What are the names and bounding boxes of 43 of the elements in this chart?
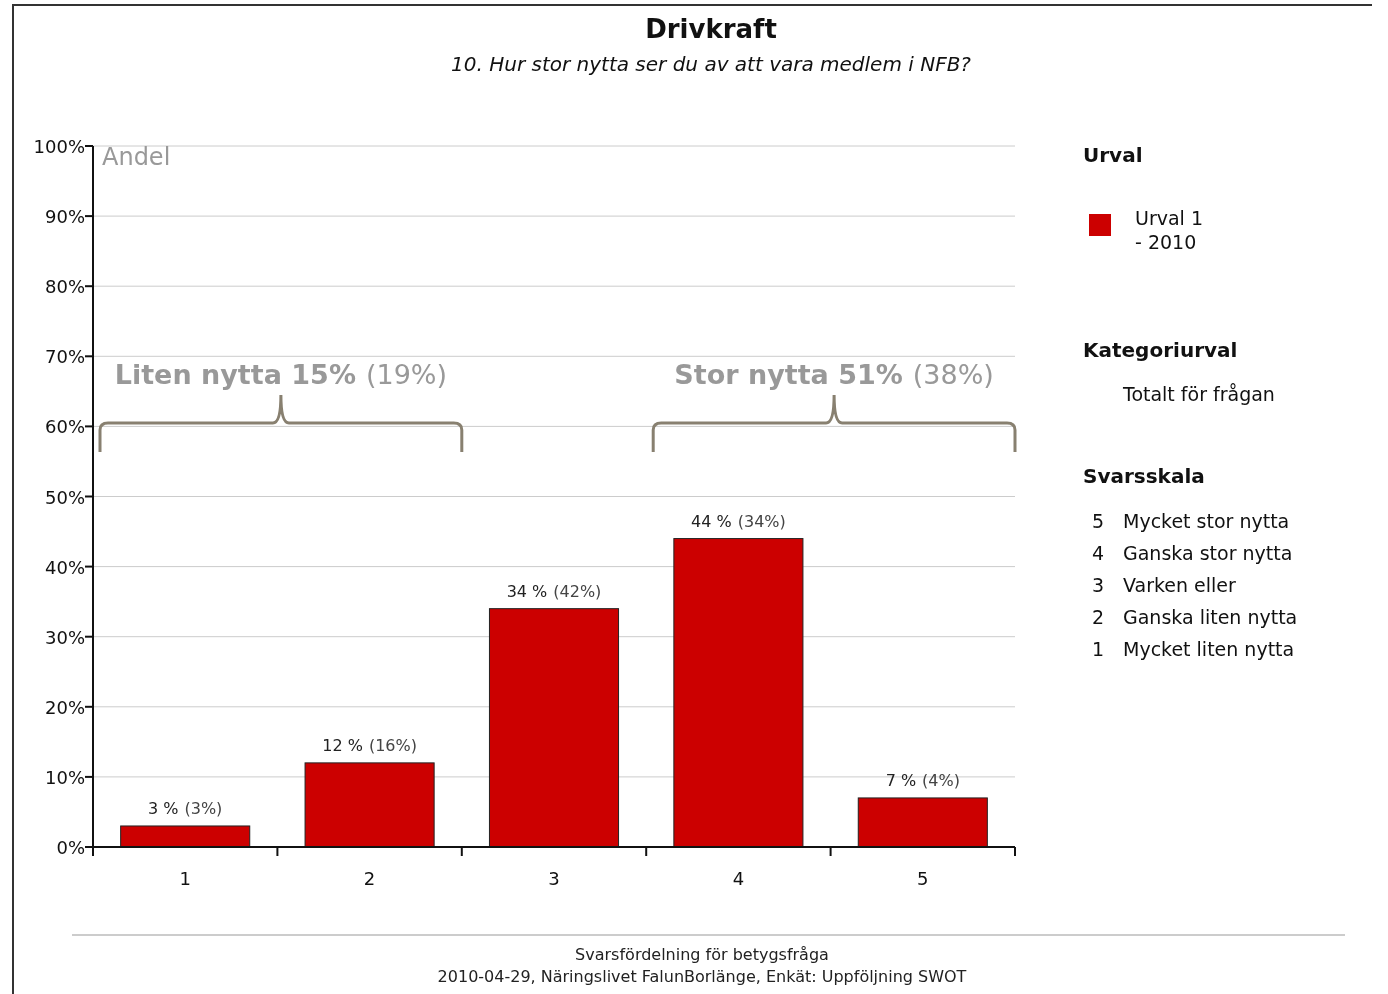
legend-title: Urval — [1083, 143, 1143, 167]
x-tick-label: 5 — [917, 868, 929, 889]
bar — [120, 825, 251, 848]
y-tick-label: 100% — [33, 136, 85, 157]
text: 5 Mycket stor nytta — [1092, 510, 1290, 532]
y-tick-label: 50% — [44, 486, 85, 508]
bar — [488, 608, 620, 848]
chart-title: Drivkraft — [645, 14, 777, 44]
text: 2 Ganska liten nytta — [1092, 606, 1298, 628]
data-label: 12 % (16%) — [322, 735, 417, 755]
annotation: Stor nytta 51% (38%) — [674, 359, 994, 390]
text: Svarsskala — [1083, 464, 1205, 488]
text: 4 Ganska stor nytta — [1092, 542, 1293, 564]
bar — [304, 762, 435, 848]
data-label: 44 % (34%) — [691, 511, 786, 531]
y-tick-label: 30% — [44, 626, 85, 648]
x-tick-label: 1 — [179, 868, 191, 889]
y-tick-label: 90% — [44, 206, 85, 228]
data-label: 3 % (3%) — [148, 798, 223, 818]
x-tick-label: 4 — [732, 868, 745, 889]
data-label: 34 % (42%) — [506, 581, 602, 601]
annotation: Liten nytta 15% (19%) — [114, 359, 448, 390]
y-tick-label: 80% — [44, 276, 85, 298]
bar — [673, 538, 804, 848]
text: Totalt för frågan — [1122, 383, 1275, 405]
text: 3 Varken eller — [1092, 574, 1237, 596]
y-tick-label: 10% — [44, 766, 85, 788]
y-tick-label: 40% — [44, 556, 85, 578]
text: Kategoriurval — [1083, 338, 1238, 362]
y-axis-title: Andel — [102, 143, 171, 171]
y-tick-label: 60% — [44, 416, 85, 438]
x-tick-label: 3 — [548, 868, 560, 889]
bar — [857, 797, 988, 848]
y-tick-label: 20% — [44, 696, 85, 718]
text: 1 Mycket liten nytta — [1092, 638, 1295, 660]
data-label: 7 % (4%) — [885, 770, 960, 790]
text: Svarsfördelning för betygsfråga — [575, 945, 829, 964]
x-tick-label: 2 — [363, 868, 376, 889]
text: 2010-04-29, Näringslivet FalunBorlänge, Enkät: Uppföljning SWOT — [437, 967, 967, 986]
chart-subtitle: 10. Hur stor nytta ser du av att vara medlem i NFB? — [451, 52, 972, 76]
y-tick-label: 70% — [44, 346, 85, 368]
legend-label: Urval 1 - 2010 — [1135, 207, 1204, 253]
y-tick-label: 0% — [56, 837, 85, 858]
